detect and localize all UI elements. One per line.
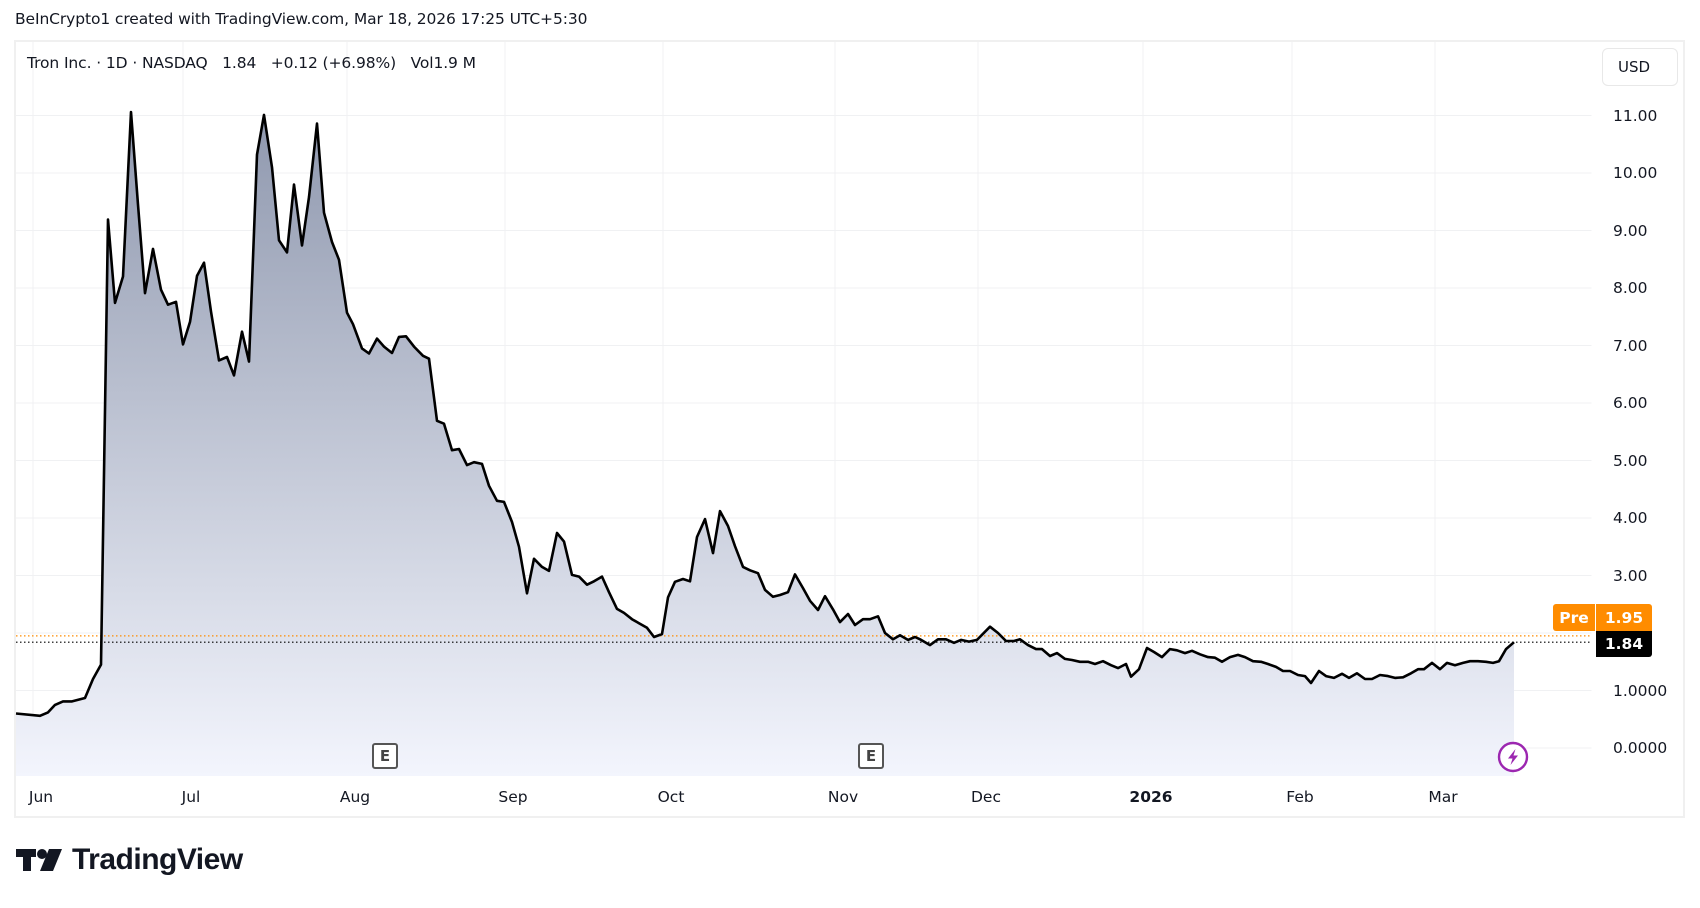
legend-change: +0.12 (+6.98%)	[270, 54, 397, 72]
price-axis-label: 3.00	[1613, 566, 1648, 585]
price-axis-label: 9.00	[1613, 221, 1648, 240]
time-axis-label: 2026	[1129, 788, 1173, 806]
price-axis-label: 7.00	[1613, 336, 1648, 355]
price-area-fill	[16, 112, 1514, 776]
legend-space	[212, 54, 217, 72]
price-axis-label: 6.00	[1613, 394, 1648, 412]
price-axis-label: 10.00	[1613, 164, 1658, 182]
time-axis-label: Sep	[498, 788, 528, 806]
time-axis-label: Nov	[827, 788, 859, 806]
legend-interval: 1D	[105, 54, 128, 72]
tradingview-logo[interactable]: TradingView	[16, 842, 243, 878]
time-axis-label: Dec	[971, 788, 1001, 806]
legend-exchange: NASDAQ	[141, 54, 208, 72]
legend-space	[261, 54, 266, 72]
legend-last-price: 1.84	[222, 54, 257, 72]
price-axis-label: 1.0000	[1613, 681, 1668, 700]
time-axis-label: Mar	[1428, 788, 1458, 806]
legend-volume: Vol1.9 M	[410, 54, 476, 72]
time-axis-label: Feb	[1286, 788, 1314, 806]
reference-lines	[16, 635, 1592, 643]
chart-attribution: BeInCrypto1 created with TradingView.com…	[15, 10, 588, 28]
legend-symbol[interactable]: Tron Inc.	[27, 54, 92, 72]
legend-separator: ·	[96, 54, 102, 72]
price-axis-label: 11.00	[1613, 106, 1658, 125]
price-axis-label: 0.0000	[1613, 739, 1668, 757]
price-axis-label: 4.00	[1613, 509, 1648, 527]
lightning-bolt-icon[interactable]	[1497, 741, 1529, 773]
premarket-price-tag: 1.95	[1596, 604, 1652, 631]
earnings-marker-2[interactable]: E	[858, 743, 884, 769]
time-axis-label: Aug	[339, 788, 371, 806]
premarket-label-tag: Pre	[1553, 604, 1595, 631]
currency-button[interactable]: USD	[1602, 48, 1678, 86]
legend-space	[401, 54, 406, 72]
legend-separator: ·	[132, 54, 138, 72]
time-axis-label: Jul	[181, 788, 201, 806]
price-axis-label: 8.00	[1613, 279, 1648, 297]
earnings-marker-1[interactable]: E	[372, 743, 398, 769]
time-axis-label: Jun	[28, 788, 54, 806]
price-line	[15, 110, 1515, 718]
tradingview-logo-text: TradingView	[72, 843, 243, 876]
tradingview-logo-icon	[16, 849, 62, 871]
last-price-tag: 1.84	[1596, 631, 1652, 657]
price-axis-label: 5.00	[1613, 451, 1648, 470]
time-axis-label: Oct	[657, 788, 685, 806]
symbol-legend: Tron Inc. · 1D · NASDAQ 1.84 +0.12 (+6.9…	[27, 54, 476, 72]
